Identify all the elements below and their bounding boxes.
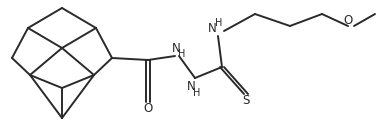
Text: N: N <box>207 22 216 36</box>
Text: S: S <box>242 95 250 107</box>
Text: H: H <box>215 18 223 28</box>
Text: O: O <box>343 13 353 27</box>
Text: O: O <box>143 102 152 114</box>
Text: N: N <box>171 43 180 55</box>
Text: H: H <box>194 88 201 98</box>
Text: N: N <box>187 79 195 93</box>
Text: H: H <box>178 49 186 59</box>
